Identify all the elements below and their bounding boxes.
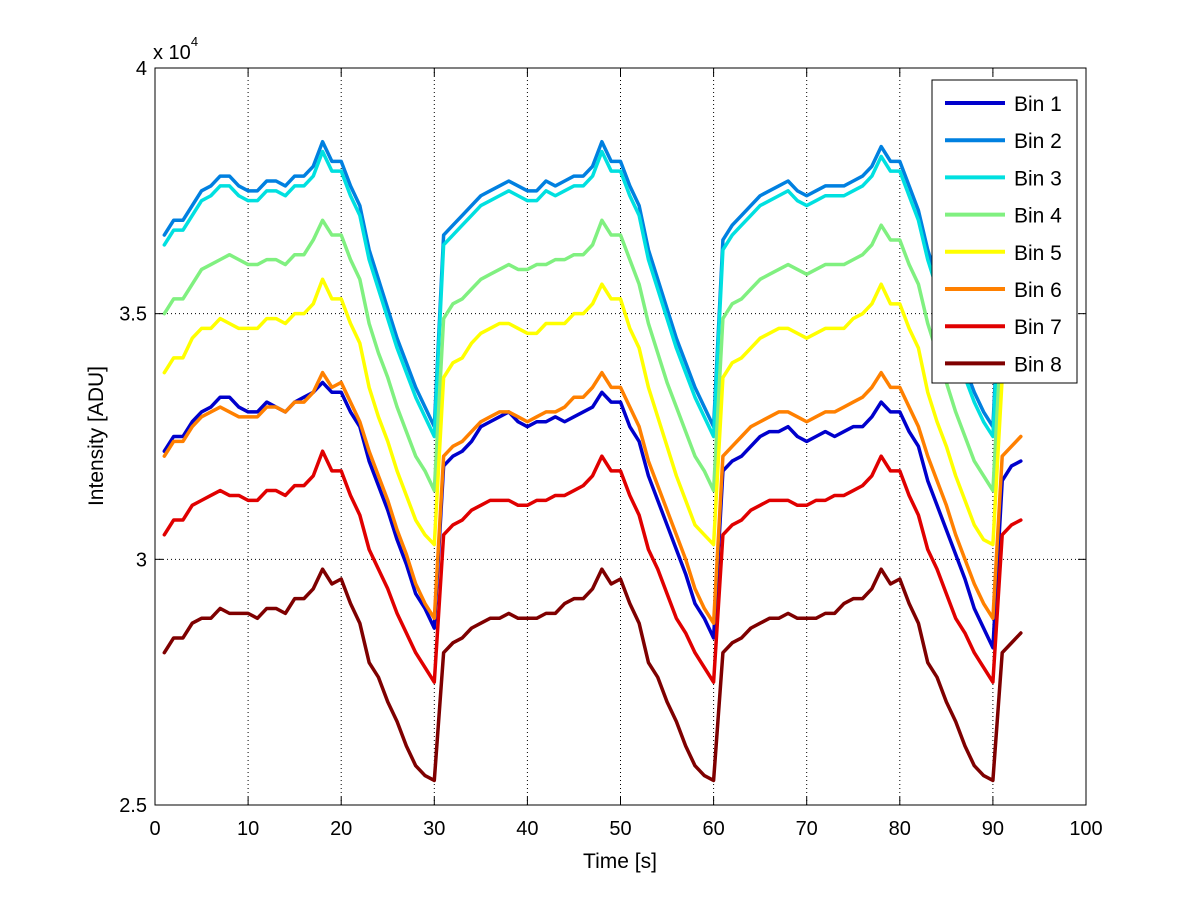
x-tick-label: 30 bbox=[423, 818, 445, 840]
y-multiplier: x 104 bbox=[153, 34, 198, 64]
y-multiplier-exponent: 4 bbox=[191, 34, 198, 49]
legend-label-bin-2: Bin 2 bbox=[1014, 130, 1062, 153]
legend-label-bin-6: Bin 6 bbox=[1014, 279, 1062, 302]
legend-label-bin-4: Bin 4 bbox=[1014, 205, 1062, 228]
x-tick-label: 40 bbox=[516, 818, 538, 840]
y-tick-label: 2.5 bbox=[119, 795, 147, 817]
y-tick-label: 3.5 bbox=[119, 304, 147, 326]
y-multiplier-base: x 10 bbox=[153, 42, 191, 64]
series-line-bin-1 bbox=[162, 380, 1023, 650]
x-tick-label: 20 bbox=[330, 818, 352, 840]
axis-ticks: 0 10 20 30 40 50 60 70 80 90 100 2.5 3 3.5 4 bbox=[119, 58, 1103, 840]
legend: Bin 1 Bin 2 Bin 3 Bin 4 Bin 5 Bin 6 Bin 7 Bin 8 bbox=[931, 79, 1078, 384]
x-axis-label: Time [s] bbox=[583, 850, 657, 873]
x-tick-label: 0 bbox=[149, 818, 160, 840]
series-line-bin-4 bbox=[162, 218, 1023, 493]
x-tick-label: 60 bbox=[702, 818, 724, 840]
x-tick-label: 70 bbox=[796, 818, 818, 840]
series-line-bin-5 bbox=[162, 277, 1023, 547]
x-tick-label: 90 bbox=[982, 818, 1004, 840]
x-tick-label: 10 bbox=[237, 818, 259, 840]
y-axis-label: Intensity [ADU] bbox=[85, 366, 108, 506]
legend-box bbox=[931, 79, 1078, 384]
x-tick-label: 50 bbox=[609, 818, 631, 840]
series-line-bin-2 bbox=[162, 139, 1023, 429]
legend-label-bin-5: Bin 5 bbox=[1014, 242, 1062, 265]
y-tick-label: 4 bbox=[136, 58, 147, 80]
series-line-bin-3 bbox=[162, 149, 1023, 439]
x-tick-label: 100 bbox=[1069, 818, 1102, 840]
legend-label-bin-8: Bin 8 bbox=[1014, 353, 1062, 376]
series-lines bbox=[162, 139, 1023, 783]
series-line-bin-8 bbox=[162, 567, 1023, 783]
x-tick-label: 80 bbox=[889, 818, 911, 840]
y-tick-label: 3 bbox=[136, 549, 147, 571]
legend-label-bin-1: Bin 1 bbox=[1014, 93, 1062, 116]
legend-label-bin-7: Bin 7 bbox=[1014, 316, 1062, 339]
legend-label-bin-3: Bin 3 bbox=[1014, 167, 1062, 190]
series-line-bin-7 bbox=[162, 449, 1023, 684]
series-line-bin-6 bbox=[162, 370, 1023, 625]
